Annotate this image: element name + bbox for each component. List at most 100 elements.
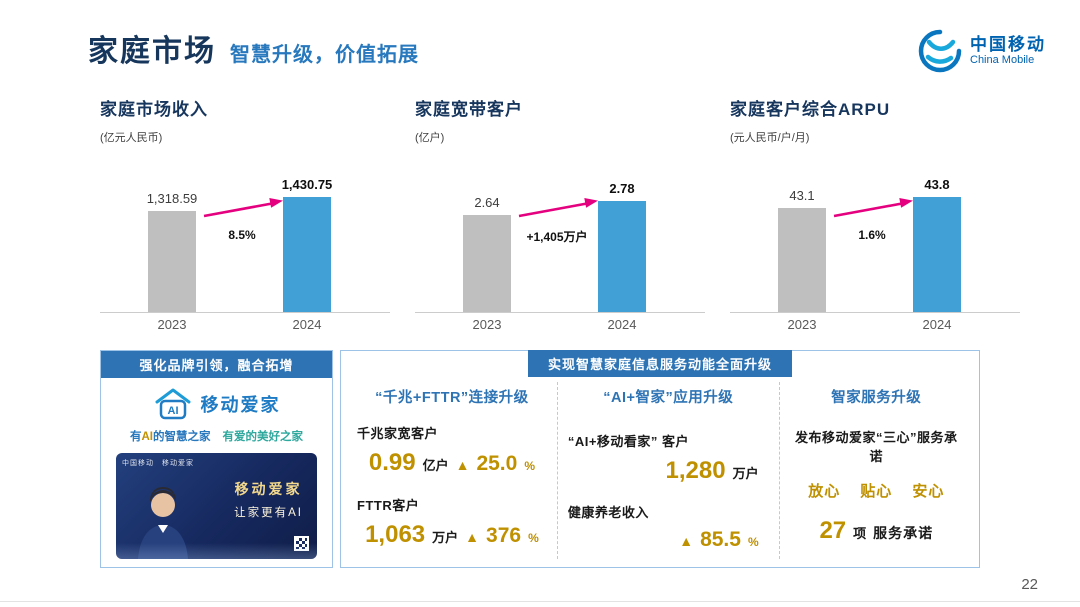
promo-badge-aijia: 移动爱家 xyxy=(162,460,194,467)
promise-word: 贴心 xyxy=(860,483,893,500)
brand-taglines: 有AI的智慧之家 有爱的美好之家 xyxy=(101,428,332,444)
x-tick-2024: 2024 xyxy=(922,317,952,332)
chart-plot: 2.64 2.78 +1,405万户 xyxy=(415,155,705,313)
growth-indicator: +1,405万户 xyxy=(513,195,601,245)
growth-arrow-icon xyxy=(203,198,283,218)
metric-delta: 25.0 xyxy=(476,452,518,475)
metric-label: 发布移动爱家“三心”服务承诺 xyxy=(795,430,958,464)
promo-caption-brand: 移动爱家 xyxy=(234,481,303,497)
tagline-left-post: 的智慧之家 xyxy=(153,431,211,443)
brand-name: 移动爱家 xyxy=(200,395,281,415)
logo-name-cn: 中国移动 xyxy=(970,34,1046,54)
chart-home-broadband-customers: 家庭宽带客户 (亿户) 2.64 2.78 +1,405万户 2023 2024 xyxy=(415,95,705,337)
promise-count-label: 服务承诺 xyxy=(873,525,934,541)
bar-2024 xyxy=(283,197,331,312)
bar-group-2023: 43.1 xyxy=(762,188,842,312)
ai-home-logo-icon: AI xyxy=(155,388,190,420)
chart-unit-label: (元人民币/户/月) xyxy=(730,132,810,144)
metric-unit: 万户 xyxy=(432,530,459,545)
chart-home-customer-arpu: 家庭客户综合ARPU (元人民币/户/月) 43.1 43.8 1.6% 202… xyxy=(730,95,1020,337)
footer-divider xyxy=(0,601,1080,602)
promo-badge-china-mobile: 中国移动 xyxy=(122,460,154,467)
tagline-left-pre: 有 xyxy=(130,431,142,443)
x-tick-2023: 2023 xyxy=(157,317,187,332)
chart-title: 家庭市场收入 xyxy=(100,100,208,119)
logo-name-en: China Mobile xyxy=(970,54,1035,67)
upgrade-columns: “千兆+FTTR”连接升级 千兆家宽客户 0.99 亿户 ▲ 25.0 % FT… xyxy=(341,378,979,567)
bar-value-label-2023: 1,318.59 xyxy=(146,191,198,206)
up-triangle-icon: ▲ xyxy=(465,529,480,545)
bar-group-2023: 2.64 xyxy=(447,195,527,312)
metric-delta-unit: % xyxy=(747,535,759,549)
column-gigabit-fttr: “千兆+FTTR”连接升级 千兆家宽客户 0.99 亿户 ▲ 25.0 % FT… xyxy=(347,382,557,559)
bar-2023 xyxy=(463,215,511,312)
promo-caption-slogan: 让家更有AI xyxy=(234,507,303,519)
chart-title: 家庭客户综合ARPU xyxy=(730,100,891,119)
page-header: 家庭市场 智慧升级，价值拓展 xyxy=(88,26,419,70)
growth-label: 1.6% xyxy=(858,228,886,242)
promo-caption: 移动爱家 让家更有AI xyxy=(234,479,303,520)
chart-plot: 1,318.59 1,430.75 8.5% xyxy=(100,155,390,313)
column-ai-smart-home: “AI+智家”应用升级 “AI+移动看家” 客户 1,280 万户 健康养老收入… xyxy=(556,382,779,559)
growth-label: +1,405万户 xyxy=(526,230,588,244)
bar-2023 xyxy=(148,211,196,312)
promo-badges: 中国移动 移动爱家 xyxy=(122,458,194,468)
growth-label: 8.5% xyxy=(228,228,256,242)
promise-count-row: 27 项 服务承诺 xyxy=(790,517,963,545)
tagline-left-highlight: AI xyxy=(141,431,154,443)
svg-text:AI: AI xyxy=(167,405,178,417)
metric-delta: 85.5 xyxy=(700,528,741,551)
promise-word: 放心 xyxy=(808,483,841,500)
china-mobile-logo-text: 中国移动 China Mobile xyxy=(970,35,1046,67)
x-tick-2024: 2024 xyxy=(292,317,322,332)
growth-indicator: 8.5% xyxy=(198,195,286,242)
growth-arrow-icon xyxy=(833,198,913,218)
tagline-right: 有爱的美好之家 xyxy=(222,431,304,443)
brand-panel-header: 强化品牌引领，融合拓增 xyxy=(101,351,332,378)
bar-2024 xyxy=(913,197,961,312)
metric-label: “AI+移动看家” 客户 xyxy=(567,434,690,449)
up-triangle-icon: ▲ xyxy=(455,457,470,473)
chart-x-axis: 2023 2024 xyxy=(415,317,705,337)
bar-value-label-2024: 43.8 xyxy=(924,177,950,192)
page-subtitle: 智慧升级，价值拓展 xyxy=(230,44,419,66)
chart-unit-label: (亿元人民币) xyxy=(100,132,163,144)
metric-label: 健康养老收入 xyxy=(567,505,649,520)
promise-count-unit: 项 xyxy=(853,526,867,541)
chart-x-axis: 2023 2024 xyxy=(730,317,1020,337)
chart-unit-label: (亿户) xyxy=(415,132,445,144)
bar-group-2024: 43.8 xyxy=(897,177,977,312)
growth-indicator: 1.6% xyxy=(828,195,916,242)
bar-value-label-2024: 1,430.75 xyxy=(281,177,333,192)
china-mobile-logo-icon xyxy=(918,29,962,73)
china-mobile-logo: 中国移动 China Mobile xyxy=(917,28,1046,74)
up-triangle-icon: ▲ xyxy=(679,533,694,549)
chart-plot: 43.1 43.8 1.6% xyxy=(730,155,1020,313)
tagline-left: 有AI的智慧之家 xyxy=(130,428,211,444)
metric-delta-unit: % xyxy=(524,459,535,473)
column-smart-home-service: 智家服务升级 发布移动爱家“三心”服务承诺 放心 贴心 安心 27 项 服务承诺 xyxy=(778,382,973,559)
metric-value-row: 1,063 万户 ▲ 376 % xyxy=(357,521,547,549)
column-title: “千兆+FTTR”连接升级 xyxy=(375,390,529,406)
metric-label: 千兆家宽客户 xyxy=(357,426,439,441)
metric-delta: 376 xyxy=(486,524,522,547)
metric-label: FTTR客户 xyxy=(357,498,420,513)
chart-title: 家庭宽带客户 xyxy=(415,100,523,119)
page-number: 22 xyxy=(1021,576,1038,593)
service-promise-words: 放心 贴心 安心 xyxy=(790,480,963,501)
column-title: 智家服务升级 xyxy=(831,390,922,406)
bar-group-2024: 2.78 xyxy=(582,181,662,312)
metric-delta-unit: % xyxy=(528,531,539,545)
brand-row: AI 移动爱家 xyxy=(101,387,332,421)
smart-home-panel-header: 实现智慧家庭信息服务动能全面升级 xyxy=(527,350,793,377)
metric-value: 1,063 xyxy=(365,521,426,548)
metric-value-row: 1,280 万户 xyxy=(568,457,769,485)
promo-image: 中国移动 移动爱家 移动爱家 让家更有AI xyxy=(116,453,317,559)
presenter-silhouette xyxy=(138,487,188,559)
metric-value: 1,280 xyxy=(665,457,726,484)
brand-panel: 强化品牌引领，融合拓增 AI 移动爱家 有AI的智慧之家 有爱的美好之家 中国移… xyxy=(100,350,333,568)
metric-value: 0.99 xyxy=(368,449,416,476)
column-title: “AI+智家”应用升级 xyxy=(603,390,734,406)
bar-value-label-2024: 2.78 xyxy=(609,181,635,196)
